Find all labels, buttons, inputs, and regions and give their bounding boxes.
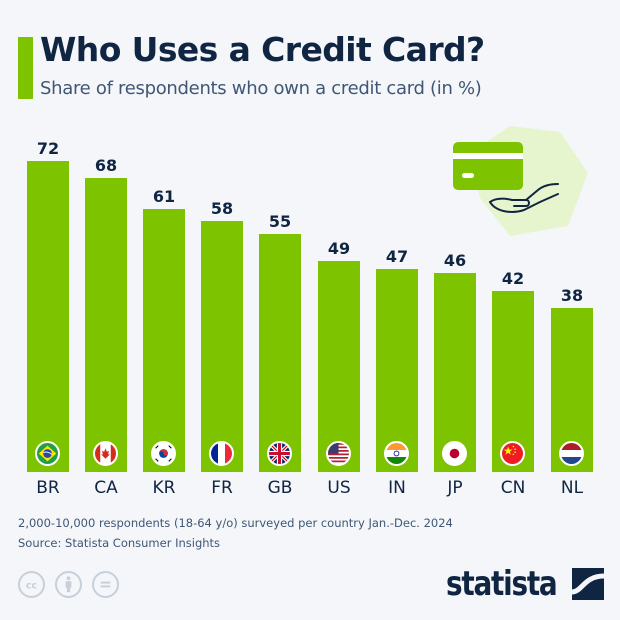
france-flag-icon bbox=[209, 441, 234, 466]
value-label: 46 bbox=[443, 251, 467, 270]
title-accent-bar bbox=[18, 37, 33, 99]
category-label: JP bbox=[447, 478, 463, 498]
category-label: CN bbox=[500, 478, 526, 498]
bar-jp bbox=[434, 273, 476, 472]
value-label: 58 bbox=[210, 199, 234, 218]
no-derivatives-icon[interactable] bbox=[92, 571, 119, 598]
bar-in bbox=[376, 269, 418, 472]
category-label: KR bbox=[152, 478, 176, 498]
survey-note: 2,000-10,000 respondents (18-64 y/o) sur… bbox=[18, 516, 453, 530]
credit-card-hand-illustration bbox=[440, 118, 600, 238]
source-note: Source: Statista Consumer Insights bbox=[18, 536, 221, 550]
bar-fr bbox=[201, 221, 243, 472]
value-label: 72 bbox=[36, 139, 60, 158]
bar-ca bbox=[85, 178, 127, 472]
value-label: 38 bbox=[560, 286, 584, 305]
category-label: IN bbox=[388, 478, 406, 498]
bar-br bbox=[27, 161, 69, 472]
value-label: 47 bbox=[385, 247, 409, 266]
netherlands-flag-icon bbox=[559, 441, 584, 466]
brand-name: statista bbox=[446, 564, 558, 604]
chart-subtitle: Share of respondents who own a credit ca… bbox=[40, 78, 482, 99]
cc-icon[interactable]: cc bbox=[18, 571, 45, 598]
japan-flag-icon bbox=[442, 441, 467, 466]
statista-mark-icon bbox=[572, 568, 604, 600]
category-label: NL bbox=[560, 478, 584, 498]
credit-card-icon bbox=[453, 142, 523, 190]
category-label: FR bbox=[211, 478, 233, 498]
bar-us bbox=[318, 261, 360, 472]
category-label: CA bbox=[94, 478, 118, 498]
chart-title: Who Uses a Credit Card? bbox=[40, 30, 485, 69]
category-label: US bbox=[327, 478, 351, 498]
value-label: 61 bbox=[152, 187, 176, 206]
hand-icon bbox=[489, 183, 559, 213]
south-korea-flag-icon bbox=[151, 441, 176, 466]
value-label: 49 bbox=[327, 239, 351, 258]
category-label: BR bbox=[36, 478, 60, 498]
value-label: 42 bbox=[501, 269, 525, 288]
svg-text:cc: cc bbox=[26, 580, 38, 591]
usa-flag-icon bbox=[326, 441, 351, 466]
brazil-flag-icon bbox=[35, 441, 60, 466]
value-label: 55 bbox=[268, 212, 292, 231]
bar-kr bbox=[143, 209, 185, 472]
statista-logo[interactable]: statista bbox=[446, 567, 604, 601]
canada-flag-icon bbox=[93, 441, 118, 466]
value-label: 68 bbox=[94, 156, 118, 175]
attribution-icon[interactable] bbox=[55, 571, 82, 598]
category-label: GB bbox=[267, 478, 293, 498]
india-flag-icon bbox=[384, 441, 409, 466]
bar-gb bbox=[259, 234, 301, 472]
uk-flag-icon bbox=[267, 441, 292, 466]
china-flag-icon bbox=[500, 441, 525, 466]
